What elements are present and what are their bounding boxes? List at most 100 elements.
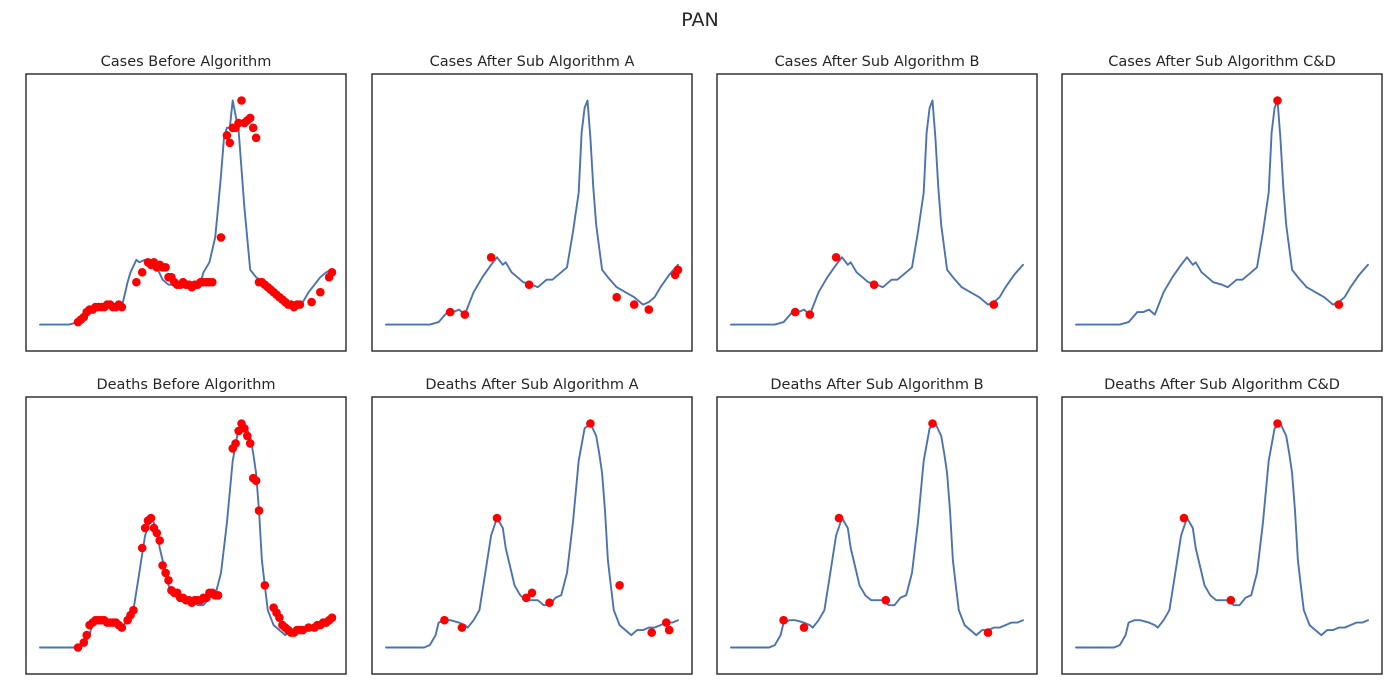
subplot-7: Deaths After Sub Algorithm B bbox=[716, 377, 1038, 675]
marker-point bbox=[260, 581, 270, 590]
marker-point bbox=[1273, 419, 1282, 428]
marker-point bbox=[805, 310, 815, 319]
marker-point bbox=[117, 623, 127, 632]
marker-point bbox=[79, 638, 89, 647]
marker-point bbox=[928, 419, 937, 428]
marker-point bbox=[251, 133, 261, 143]
marker-point bbox=[445, 307, 455, 317]
marker-point bbox=[586, 419, 595, 428]
marker-point bbox=[237, 96, 246, 105]
marker-point bbox=[295, 300, 305, 309]
marker-point bbox=[225, 138, 235, 148]
marker-point bbox=[316, 287, 325, 297]
marker-point bbox=[140, 523, 150, 533]
marker-point bbox=[615, 581, 624, 590]
marker-point bbox=[779, 615, 788, 625]
subplot-5: Deaths Before Algorithm bbox=[25, 377, 347, 675]
marker-point bbox=[327, 613, 337, 622]
marker-point bbox=[73, 643, 83, 652]
marker-point bbox=[989, 300, 999, 309]
marker-point bbox=[117, 302, 127, 312]
subplot-2: Cases After Sub Algorithm A bbox=[371, 54, 693, 352]
series-line bbox=[1075, 99, 1369, 326]
plot-frame bbox=[371, 396, 693, 675]
marker-point bbox=[664, 625, 674, 635]
subplot-3: Cases After Sub Algorithm B bbox=[716, 54, 1038, 352]
marker-point bbox=[158, 561, 167, 570]
marker-point bbox=[1334, 300, 1344, 309]
marker-point bbox=[460, 310, 470, 319]
marker-point bbox=[213, 591, 223, 600]
marker-point bbox=[647, 628, 656, 637]
marker-point bbox=[231, 439, 240, 448]
marker-point bbox=[222, 131, 232, 140]
marker-point bbox=[440, 615, 449, 625]
marker-point bbox=[137, 268, 147, 277]
marker-point bbox=[208, 277, 217, 287]
marker-point bbox=[243, 431, 252, 441]
plot-frame bbox=[25, 396, 347, 675]
marker-point bbox=[327, 268, 337, 277]
marker-point bbox=[662, 618, 671, 627]
marker-point bbox=[164, 576, 173, 585]
figure-title: PAN bbox=[681, 9, 719, 31]
marker-point bbox=[629, 300, 639, 309]
marker-point bbox=[545, 598, 554, 607]
marker-point bbox=[673, 265, 683, 275]
plot-frame bbox=[716, 73, 1038, 352]
marker-point bbox=[161, 263, 170, 272]
subplot-title: Deaths Before Algorithm bbox=[96, 377, 275, 393]
subplot-1: Cases Before Algorithm bbox=[25, 54, 347, 352]
marker-point bbox=[248, 123, 258, 133]
marker-point bbox=[1179, 513, 1189, 523]
marker-point bbox=[304, 623, 313, 632]
marker-point bbox=[521, 593, 531, 603]
series-line bbox=[730, 422, 1024, 649]
marker-point bbox=[881, 595, 891, 605]
marker-point bbox=[132, 277, 141, 287]
plot-frame bbox=[716, 396, 1038, 675]
subplot-title: Cases After Sub Algorithm B bbox=[775, 54, 980, 70]
plot-frame bbox=[25, 73, 347, 352]
marker-point bbox=[245, 113, 255, 123]
marker-point bbox=[307, 297, 316, 307]
subplot-title: Deaths After Sub Algorithm C&D bbox=[1104, 377, 1340, 393]
marker-point bbox=[612, 292, 621, 302]
marker-point bbox=[155, 536, 164, 545]
marker-point bbox=[869, 280, 879, 290]
marker-point bbox=[161, 568, 170, 578]
subplot-title: Deaths After Sub Algorithm A bbox=[425, 377, 638, 393]
subplot-title: Cases After Sub Algorithm A bbox=[430, 54, 635, 70]
marker-point bbox=[790, 307, 800, 317]
series-line bbox=[1075, 422, 1369, 649]
marker-point bbox=[82, 630, 91, 640]
plot-frame bbox=[1061, 73, 1383, 352]
plot-frame bbox=[371, 73, 693, 352]
marker-point bbox=[251, 476, 261, 486]
marker-point bbox=[524, 280, 534, 290]
marker-point bbox=[492, 513, 502, 523]
marker-point bbox=[799, 623, 809, 632]
marker-point bbox=[216, 233, 226, 242]
marker-point bbox=[245, 439, 255, 448]
marker-point bbox=[275, 613, 284, 622]
marker-point bbox=[254, 506, 264, 515]
marker-point bbox=[457, 623, 467, 632]
marker-point bbox=[983, 628, 993, 637]
subplot-title: Deaths After Sub Algorithm B bbox=[770, 377, 983, 393]
marker-point bbox=[152, 528, 162, 538]
marker-point bbox=[834, 513, 844, 523]
subplot-4: Cases After Sub Algorithm C&D bbox=[1061, 54, 1383, 352]
marker-point bbox=[1226, 595, 1236, 605]
subplot-title: Cases After Sub Algorithm C&D bbox=[1108, 54, 1336, 70]
marker-point bbox=[137, 543, 147, 553]
subplot-6: Deaths After Sub Algorithm A bbox=[371, 377, 693, 675]
marker-point bbox=[146, 513, 156, 523]
marker-point bbox=[527, 588, 537, 598]
marker-point bbox=[486, 252, 496, 262]
marker-point bbox=[129, 605, 138, 615]
marker-point bbox=[644, 305, 654, 314]
subplot-8: Deaths After Sub Algorithm C&D bbox=[1061, 377, 1383, 675]
